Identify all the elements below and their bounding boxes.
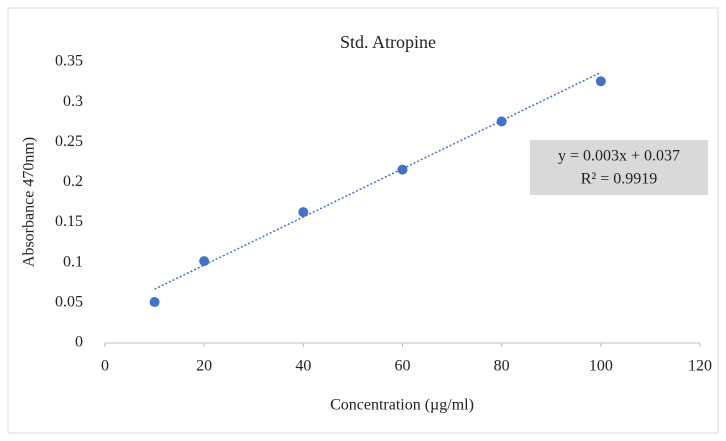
y-tick-label: 0.3	[63, 93, 83, 110]
equation-box	[530, 140, 708, 195]
x-tick-label: 100	[589, 358, 613, 375]
x-tick-label: 60	[395, 358, 411, 375]
x-tick-label: 0	[101, 358, 109, 375]
trendline	[154, 71, 602, 290]
y-axis-label: Absorbance 470nm)	[21, 137, 38, 267]
data-point	[397, 164, 408, 175]
data-point	[298, 207, 309, 218]
data-point	[496, 116, 507, 127]
data-point	[199, 256, 210, 267]
y-tick-label: 0.05	[55, 294, 83, 311]
x-axis-label: Concentration (µg/ml)	[330, 397, 474, 414]
x-tick-label: 120	[688, 358, 712, 375]
y-tick-label: 0.15	[55, 213, 83, 230]
y-tick-label: 0.1	[63, 253, 83, 270]
y-tick-label: 0.35	[55, 53, 83, 70]
trendline-equation: y = 0.003x + 0.037	[558, 148, 680, 165]
y-tick-label: 0	[75, 334, 83, 351]
data-point	[595, 76, 606, 87]
x-tick-label: 20	[196, 358, 212, 375]
x-tick-label: 40	[295, 358, 311, 375]
chart-title: Std. Atropine	[340, 32, 436, 52]
x-tick-label: 80	[494, 358, 510, 375]
y-tick-label: 0.25	[55, 133, 83, 150]
r-squared: R² = 0.9919	[581, 171, 658, 188]
data-point	[149, 297, 160, 308]
y-tick-label: 0.2	[63, 173, 83, 190]
